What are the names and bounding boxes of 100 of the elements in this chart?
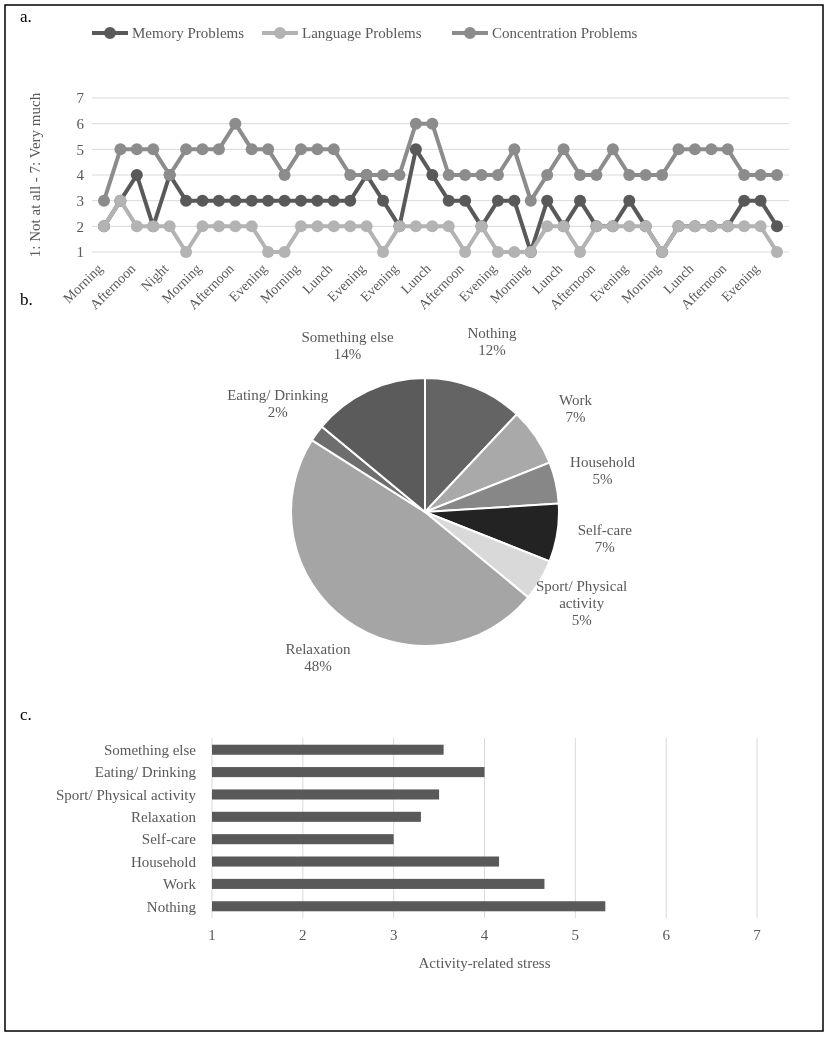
point xyxy=(229,220,242,233)
point xyxy=(491,194,504,207)
point xyxy=(574,246,587,258)
point xyxy=(98,194,110,207)
point xyxy=(344,194,357,207)
point xyxy=(311,143,324,156)
x-axis-title: Activity-related stress xyxy=(418,955,551,971)
legend-label: Language Problems xyxy=(302,25,422,42)
point xyxy=(491,169,504,181)
point xyxy=(574,169,587,181)
y-tick-label: Relaxation xyxy=(131,809,197,826)
point xyxy=(459,194,472,207)
point xyxy=(721,143,734,156)
point xyxy=(557,143,570,156)
point xyxy=(377,194,390,207)
x-tick-label: 4 xyxy=(480,927,489,943)
point xyxy=(327,194,340,207)
y-tick-label: 1 xyxy=(76,244,84,261)
point xyxy=(311,220,324,233)
point xyxy=(524,194,537,207)
point xyxy=(754,169,767,181)
data-label: 7% xyxy=(565,408,586,425)
legend-label: Memory Problems xyxy=(132,25,245,42)
point xyxy=(606,143,619,156)
point xyxy=(294,220,307,233)
y-tick-label: 5 xyxy=(76,141,84,158)
point xyxy=(327,220,340,233)
point xyxy=(294,143,307,156)
data-label: 48% xyxy=(304,658,332,675)
x-tick-label: 6 xyxy=(662,927,671,943)
point xyxy=(130,220,143,233)
point xyxy=(623,220,636,233)
point xyxy=(409,143,422,156)
point xyxy=(639,169,652,181)
x-tick-label: 3 xyxy=(389,927,398,943)
slice-label: Relaxation xyxy=(285,641,352,658)
data-label: 12% xyxy=(478,341,506,358)
data-label: 14% xyxy=(333,346,362,363)
point xyxy=(278,246,291,258)
point xyxy=(262,246,275,258)
point xyxy=(311,194,324,207)
point xyxy=(278,169,291,181)
point xyxy=(196,143,209,156)
point xyxy=(541,220,554,233)
point xyxy=(409,117,422,130)
point xyxy=(656,169,669,181)
slice-label: Nothing xyxy=(467,324,518,341)
point xyxy=(377,169,390,181)
point xyxy=(262,194,275,207)
point xyxy=(705,143,718,156)
point xyxy=(278,194,291,207)
data-label: 2% xyxy=(267,404,288,421)
point xyxy=(393,169,406,181)
point xyxy=(459,169,472,181)
point xyxy=(541,169,554,181)
text: b. xyxy=(20,290,33,309)
y-tick-label: Nothing xyxy=(146,898,197,915)
point xyxy=(130,169,143,181)
slice-label: Self-care xyxy=(577,522,633,539)
point xyxy=(130,143,143,156)
x-tick-label: 7 xyxy=(753,927,762,943)
point xyxy=(163,220,176,233)
slice-label: Sport/ Physical activity xyxy=(536,578,628,612)
y-tick-label: Something else xyxy=(103,741,197,758)
point xyxy=(147,143,160,156)
point xyxy=(245,143,258,156)
point xyxy=(377,246,390,258)
y-tick-label: 3 xyxy=(76,192,84,209)
point xyxy=(738,169,751,181)
point xyxy=(294,194,307,207)
point xyxy=(180,143,193,156)
point xyxy=(360,220,373,233)
point xyxy=(442,169,455,181)
x-tick-label: 5 xyxy=(571,927,580,943)
chart-title: a. xyxy=(20,7,32,26)
point xyxy=(541,194,554,207)
point xyxy=(738,194,751,207)
x-tick-label: 2 xyxy=(299,927,307,943)
point xyxy=(114,143,127,156)
point xyxy=(623,194,636,207)
point xyxy=(442,194,455,207)
point xyxy=(426,220,439,233)
point xyxy=(771,220,783,233)
legend-label: Concentration Problems xyxy=(492,25,638,42)
point xyxy=(754,194,767,207)
point xyxy=(409,220,422,233)
point xyxy=(180,194,193,207)
point xyxy=(459,246,472,258)
data-label: 5% xyxy=(592,471,613,488)
point xyxy=(262,143,275,156)
y-tick-label: Household xyxy=(131,853,197,870)
y-tick-label: Self-care xyxy=(141,831,197,848)
slice-label: Household xyxy=(570,454,636,471)
point xyxy=(771,169,783,181)
point xyxy=(491,246,504,258)
point xyxy=(508,194,521,207)
y-tick-label: Work xyxy=(163,876,197,893)
point xyxy=(442,220,455,233)
data-label: 7% xyxy=(594,539,615,556)
text: c. xyxy=(20,705,32,724)
